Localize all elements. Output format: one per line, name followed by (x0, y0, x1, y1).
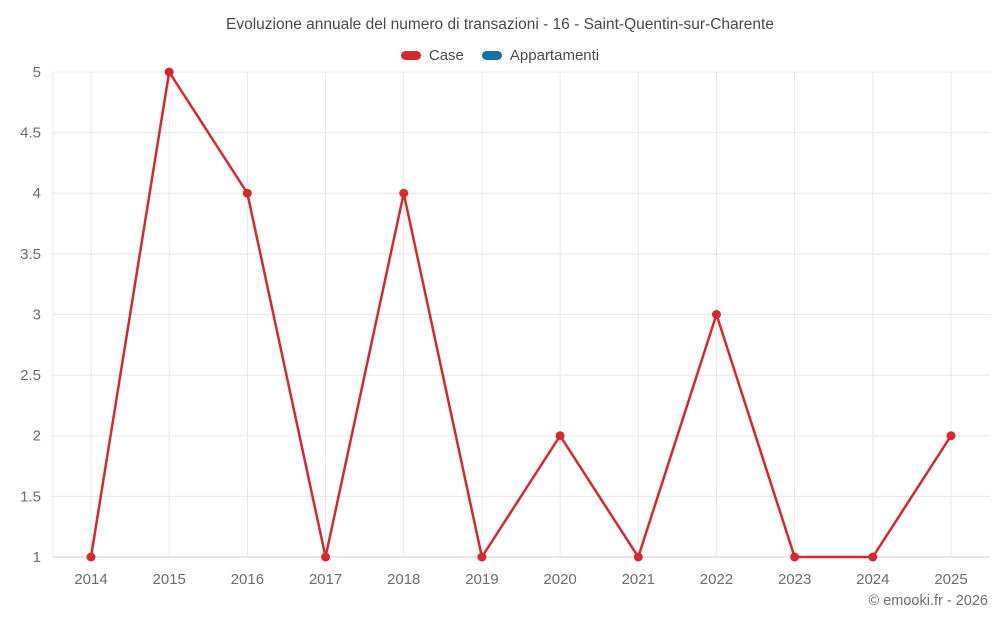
data-point-marker (555, 431, 565, 441)
x-axis-tick-label: 2022 (700, 571, 733, 588)
x-axis-tick-label: 2019 (465, 571, 498, 588)
data-point-marker (242, 188, 252, 198)
data-point-marker (86, 552, 96, 562)
y-axis-tick-label: 3 (33, 306, 41, 323)
data-point-marker (790, 552, 800, 562)
data-point-marker (868, 552, 878, 562)
y-axis-tick-label: 1.5 (20, 488, 41, 505)
x-axis-tick-label: 2016 (231, 571, 264, 588)
y-axis-tick-label: 2.5 (20, 367, 41, 384)
legend-swatch-icon (400, 51, 421, 60)
x-axis-tick-label: 2017 (309, 571, 342, 588)
legend-item-case[interactable]: Case (400, 47, 464, 64)
y-axis-tick-label: 2 (33, 428, 41, 445)
data-point-marker (633, 552, 643, 562)
y-axis-tick-label: 4 (33, 185, 41, 202)
data-point-marker (711, 310, 721, 319)
data-point-marker (321, 552, 331, 562)
y-axis-tick-label: 4.5 (20, 125, 41, 142)
y-axis-tick-label: 3.5 (20, 246, 41, 263)
data-point-marker (477, 552, 487, 562)
y-axis-tick-label: 5 (33, 64, 41, 81)
x-axis-tick-label: 2014 (74, 571, 107, 588)
legend-label: Case (428, 47, 464, 64)
data-point-marker (946, 431, 956, 441)
data-point-marker (164, 67, 174, 77)
legend-item-appartamenti[interactable]: Appartamenti (481, 47, 600, 64)
data-point-marker (399, 188, 409, 198)
x-axis-tick-label: 2025 (934, 571, 967, 588)
x-axis-tick-label: 2018 (387, 571, 420, 588)
x-axis-tick-label: 2023 (778, 571, 811, 588)
copyright: © emooki.fr - 2026 (868, 593, 988, 609)
chart-title: Evoluzione annuale del numero di transaz… (226, 16, 774, 33)
y-axis-tick-label: 1 (33, 549, 41, 566)
x-axis-tick-label: 2015 (152, 571, 185, 588)
x-axis-tick-label: 2021 (622, 571, 655, 588)
x-axis-tick-label: 2024 (856, 571, 889, 588)
legend-label: Appartamenti (509, 47, 600, 64)
x-axis-tick-label: 2020 (543, 571, 576, 588)
legend-swatch-icon (481, 51, 502, 60)
legend: Case Appartamenti (0, 47, 1000, 64)
series-line-case (89, 70, 953, 559)
